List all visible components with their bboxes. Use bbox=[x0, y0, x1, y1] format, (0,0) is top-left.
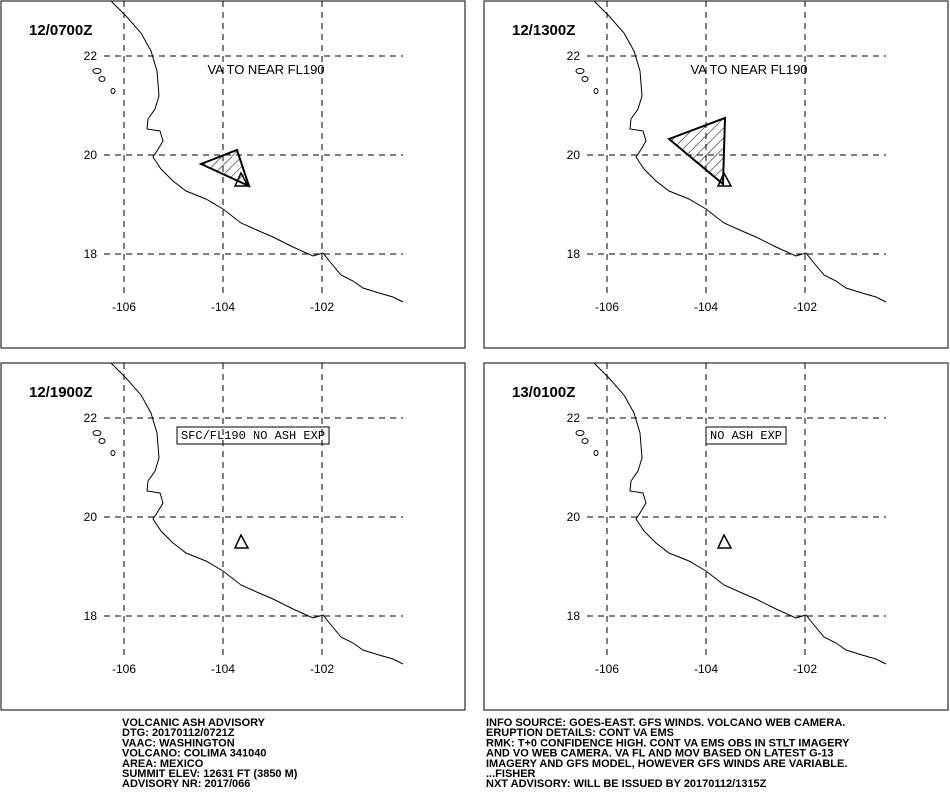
panel-frame bbox=[483, 0, 949, 349]
advisory-line: INFO SOURCE: GOES-EAST. GFS WINDS. VOLCA… bbox=[486, 717, 845, 729]
lat-label: 20 bbox=[567, 148, 581, 162]
volcano-symbol bbox=[716, 533, 733, 549]
ash-cloud bbox=[198, 148, 251, 188]
advisory-line: SUMMIT ELEV: 12631 FT (3850 M) bbox=[122, 768, 298, 780]
advisory-line: AREA: MEXICO bbox=[122, 758, 204, 770]
advisory-line: VOLCANIC ASH ADVISORY bbox=[122, 717, 266, 729]
advisory-line: AND VO WEB CAMERA. VA FL AND MOV BASED O… bbox=[486, 748, 834, 760]
map-panel: -106 -104 -102 22 20 18 12/1900Z SFC/FL190 NO A… bbox=[0, 362, 466, 711]
annotation: NO ASH EXP bbox=[710, 429, 782, 443]
lon-label: -102 bbox=[310, 300, 334, 314]
island bbox=[575, 68, 585, 74]
lat-label: 18 bbox=[84, 247, 98, 261]
lon-label: -104 bbox=[211, 300, 235, 314]
lon-label: -106 bbox=[595, 662, 619, 676]
advisory-line: ADVISORY NR: 2017/066 bbox=[122, 778, 250, 790]
annotation-box bbox=[176, 426, 330, 445]
lat-label: 22 bbox=[567, 411, 581, 425]
annotation: VA TO NEAR FL190 bbox=[690, 62, 807, 77]
island bbox=[98, 76, 106, 82]
advisory-line: ERUPTION DETAILS: CONT VA EMS bbox=[486, 727, 674, 739]
map-panel: -106 -104 -102 22 20 18 12/1300Z VA TO NEAR FL1… bbox=[483, 0, 949, 349]
lat-label: 18 bbox=[84, 609, 98, 623]
advisory-line: VAAC: WASHINGTON bbox=[122, 737, 235, 749]
island bbox=[98, 438, 106, 444]
valid-time: 13/0100Z bbox=[512, 384, 575, 401]
lon-label: -102 bbox=[793, 662, 817, 676]
island bbox=[581, 76, 589, 82]
volcano-symbol bbox=[233, 533, 250, 549]
lon-label: -106 bbox=[112, 300, 136, 314]
panel-frame bbox=[483, 362, 949, 711]
map-panel: -106 -104 -102 22 20 18 12/0700Z VA TO NEAR FL1… bbox=[0, 0, 466, 349]
lat-label: 22 bbox=[567, 49, 581, 63]
panel-frame bbox=[0, 0, 466, 349]
coastline bbox=[110, 0, 404, 303]
lat-label: 20 bbox=[84, 510, 98, 524]
annotation: VA TO NEAR FL190 bbox=[207, 62, 324, 77]
island bbox=[593, 88, 599, 94]
advisory-line: VOLCANO: COLIMA 341040 bbox=[122, 748, 266, 760]
coastline bbox=[110, 362, 404, 665]
advisory-line: IMAGERY AND GFS MODEL, HOWEVER GFS WINDS… bbox=[486, 758, 847, 770]
map-panel: -106 -104 -102 22 20 18 13/0100Z NO ASH EXP bbox=[483, 362, 949, 711]
lon-label: -106 bbox=[112, 662, 136, 676]
lat-label: 22 bbox=[84, 411, 98, 425]
advisory-line: NXT ADVISORY: WILL BE ISSUED BY 20170112… bbox=[486, 778, 767, 790]
lon-label: -104 bbox=[211, 662, 235, 676]
annotation: SFC/FL190 NO ASH EXP bbox=[181, 429, 325, 443]
island bbox=[110, 88, 116, 94]
valid-time: 12/1300Z bbox=[512, 22, 575, 39]
coastline bbox=[593, 362, 887, 665]
island bbox=[110, 450, 116, 456]
valid-time: 12/0700Z bbox=[29, 22, 92, 39]
coastline bbox=[593, 0, 887, 303]
island bbox=[575, 430, 585, 436]
lat-label: 20 bbox=[84, 148, 98, 162]
lat-label: 18 bbox=[567, 609, 581, 623]
lon-label: -102 bbox=[793, 300, 817, 314]
lat-label: 20 bbox=[567, 510, 581, 524]
advisory-line: RMK: T+0 CONFIDENCE HIGH. CONT VA EMS OB… bbox=[486, 737, 850, 749]
panel-frame bbox=[0, 362, 466, 711]
island bbox=[581, 438, 589, 444]
annotation-box bbox=[705, 426, 787, 445]
lon-label: -104 bbox=[694, 300, 718, 314]
island bbox=[92, 68, 102, 74]
island bbox=[593, 450, 599, 456]
lon-label: -106 bbox=[595, 300, 619, 314]
island bbox=[92, 430, 102, 436]
lat-label: 18 bbox=[567, 247, 581, 261]
advisory-line: ...FISHER bbox=[486, 768, 536, 780]
advisory-line: DTG: 20170112/0721Z bbox=[122, 727, 235, 739]
lat-label: 22 bbox=[84, 49, 98, 63]
ash-cloud bbox=[667, 116, 727, 187]
lon-label: -104 bbox=[694, 662, 718, 676]
lon-label: -102 bbox=[310, 662, 334, 676]
valid-time: 12/1900Z bbox=[29, 384, 92, 401]
